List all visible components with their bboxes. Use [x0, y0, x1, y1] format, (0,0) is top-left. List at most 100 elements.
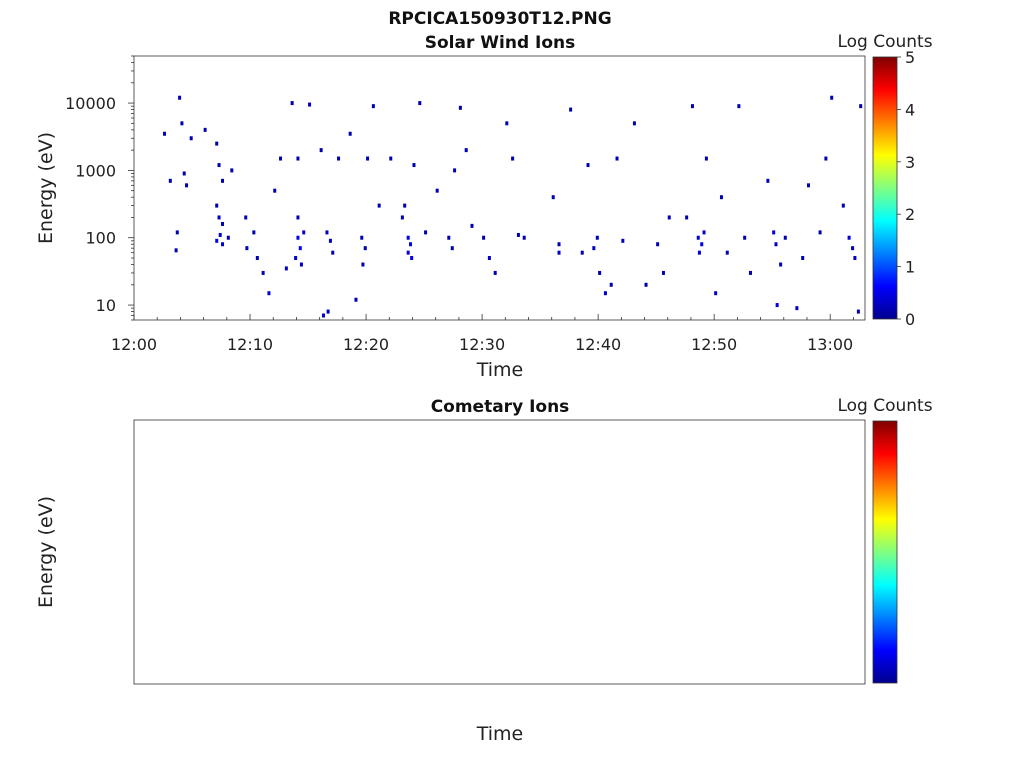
heatmap-cell [267, 291, 271, 296]
colorbar: 0 1 2 3 4 5 Log Counts [837, 32, 932, 329]
heatmap-cell [185, 183, 189, 188]
x-axis: 12:00 12:10 12:20 12:30 12:40 12:50 13:00 [111, 314, 854, 354]
heatmap-cell [824, 156, 828, 161]
heatmap-cell [766, 178, 770, 183]
heatmap-cell [299, 262, 303, 267]
heatmap-cell [296, 235, 300, 240]
heatmap-cell [737, 104, 741, 109]
heatmap-cell [511, 156, 515, 161]
heatmap-cell [847, 235, 851, 240]
heatmap-cell [704, 156, 708, 161]
heatmap-cell [296, 215, 300, 220]
heatmap-cell [743, 235, 747, 240]
heatmap-cell [603, 291, 607, 296]
heatmap-cell [328, 238, 332, 243]
heatmap-cell [493, 270, 497, 275]
heatmap-cell [818, 230, 822, 235]
figure-title: RPCICA150930T12.PNG [388, 9, 611, 29]
panel-cometary: Cometary Ions Energy (eV) Time Log Count… [35, 396, 933, 745]
heatmap-cell [203, 127, 207, 132]
colorbar-tick-label: 4 [905, 100, 915, 119]
plot-frame [133, 55, 866, 321]
heatmap-cell [221, 242, 225, 247]
heatmap-cell [406, 250, 410, 255]
colorbar-ticks: 0 1 2 3 4 5 [897, 48, 915, 329]
heatmap-cell [656, 242, 660, 247]
y-axis-label: Energy (eV) [35, 132, 57, 244]
heatmap-cell [667, 215, 671, 220]
heatmap-cell [230, 168, 234, 173]
heatmap-cell [354, 297, 358, 302]
heatmap-cell [795, 306, 799, 311]
x-tick-label: 13:00 [807, 335, 853, 354]
heatmap-cell [284, 266, 288, 271]
panel-title: Cometary Ions [431, 397, 570, 417]
colorbar-tick-label: 5 [905, 48, 915, 67]
heatmap-cell [774, 242, 778, 247]
heatmap-cell [609, 282, 613, 287]
heatmap-cell [221, 178, 225, 183]
heatmap-cell [700, 242, 704, 247]
heatmap-cell [366, 156, 370, 161]
heatmap-cell [557, 242, 561, 247]
heatmap-cell [424, 230, 428, 235]
heatmap-cell [685, 215, 689, 220]
heatmap-cell [302, 230, 306, 235]
heatmap-cell [592, 246, 596, 251]
heatmap-cell [418, 101, 422, 106]
heatmap-cell [557, 250, 561, 255]
heatmap-cell [377, 203, 381, 208]
heatmap-cell [615, 156, 619, 161]
heatmap-cell [551, 195, 555, 200]
heatmap-cell [406, 235, 410, 240]
heatmap-cell [215, 238, 219, 243]
colorbar-gradient [872, 56, 898, 320]
heatmap-cell [696, 235, 700, 240]
heatmap-cell [447, 235, 451, 240]
heatmap-cell [321, 313, 325, 318]
y-axis: 10 100 1000 10000 [65, 55, 134, 321]
heatmap-cell [360, 235, 364, 240]
heatmap-cell [714, 291, 718, 296]
heatmap-cell [801, 255, 805, 260]
x-tick-label: 12:00 [111, 335, 157, 354]
colorbar-gradient [872, 420, 898, 684]
heatmap-cell [331, 250, 335, 255]
colorbar-label: Log Counts [837, 396, 932, 416]
heatmap-cell [290, 101, 294, 106]
heatmap-cell [255, 255, 259, 260]
heatmap-cell [644, 282, 648, 287]
x-axis-label: Time [476, 359, 524, 381]
heatmap-cell [298, 246, 302, 251]
heatmap-cell [408, 242, 412, 247]
colorbar-label: Log Counts [837, 32, 932, 52]
heatmap-cell [697, 250, 701, 255]
x-tick-label: 12:10 [227, 335, 273, 354]
heatmap-cell [273, 188, 277, 193]
heatmap-cell [326, 309, 330, 314]
heatmap-cell [516, 232, 520, 237]
heatmap-cell [856, 309, 860, 314]
x-tick-label: 12:20 [343, 335, 389, 354]
heatmap-cell [702, 230, 706, 235]
heatmap-cell [851, 246, 855, 251]
heatmap-cell [403, 203, 407, 208]
heatmap-cell [215, 141, 219, 146]
heatmap-cell [217, 215, 221, 220]
heatmap-cell [690, 104, 694, 109]
x-tick-label: 12:30 [459, 335, 505, 354]
heatmap-cell [783, 235, 787, 240]
heatmap-cell [458, 105, 462, 110]
heatmap-cell [325, 230, 329, 235]
heatmap-cell [389, 156, 393, 161]
heatmap-cell [226, 235, 230, 240]
heatmap-cell [337, 156, 341, 161]
heatmap-cell [361, 262, 365, 267]
heatmap-cell [348, 131, 352, 136]
heatmap-cell [182, 171, 186, 176]
heatmap-cell [435, 188, 439, 193]
colorbar-tick-label: 1 [905, 258, 915, 277]
colorbar-tick-label: 0 [905, 310, 915, 329]
